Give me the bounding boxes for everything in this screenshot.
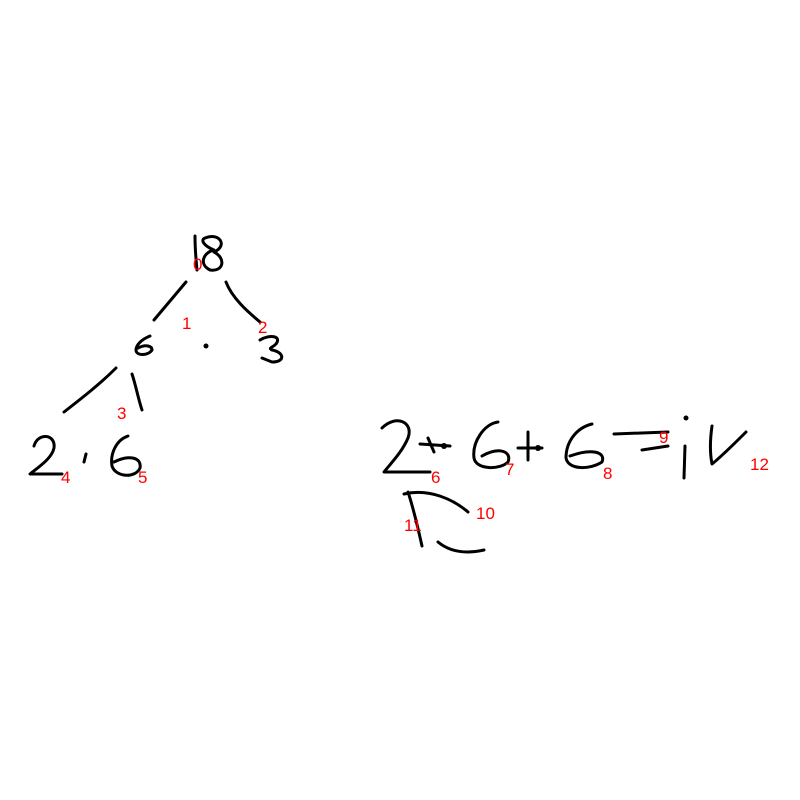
stroke-label-11: 11 — [404, 516, 422, 535]
stroke-3-branches — [62, 366, 144, 414]
stroke-10-arrow-head — [402, 490, 470, 514]
digit-three-upper — [258, 335, 284, 364]
stroke-1-branch-left — [152, 280, 188, 322]
stroke-9-equals — [612, 430, 670, 452]
stroke-label-0: 0 — [193, 255, 203, 274]
stroke-label-12: 12 — [750, 455, 769, 474]
stroke-8-six — [564, 422, 605, 469]
stroke-0-eighteen — [193, 234, 224, 272]
stroke-label-1: 1 — [182, 314, 192, 333]
stroke-label-4: 4 — [61, 468, 71, 487]
stroke-label-6: 6 — [431, 468, 441, 487]
stroke-label-7: 7 — [505, 460, 515, 479]
stroke-label-3: 3 — [117, 404, 127, 423]
multiplication-dot-upper — [203, 343, 209, 349]
stroke-label-2: 2 — [258, 318, 268, 337]
stroke-6-two-plus — [380, 419, 452, 474]
stroke-7-six-plus — [472, 420, 544, 469]
stroke-12-iv — [682, 415, 748, 480]
stroke-2-branch-right — [224, 280, 262, 324]
stroke-label-9: 9 — [659, 428, 669, 447]
stroke-label-5: 5 — [138, 468, 148, 487]
stroke-label-10: 10 — [476, 504, 495, 523]
stroke-5-six — [110, 434, 142, 477]
stroke-label-8: 8 — [603, 464, 613, 483]
stroke-4-two — [28, 435, 88, 476]
digit-six-upper — [134, 334, 154, 356]
stroke-11-arrow-shaft — [406, 490, 486, 554]
